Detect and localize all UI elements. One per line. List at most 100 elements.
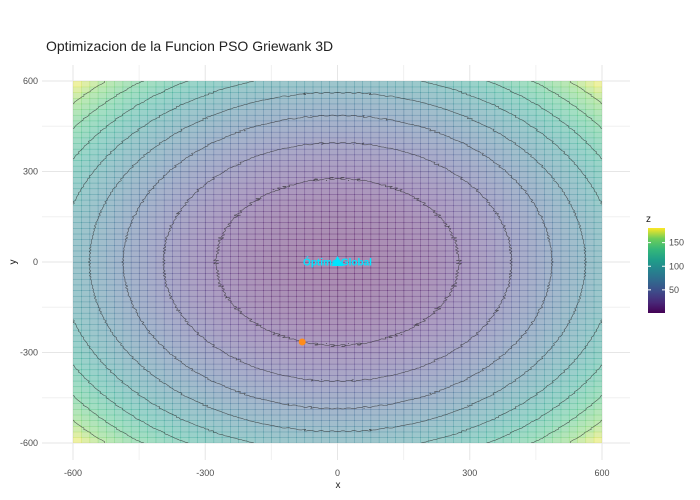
heatmap-cell	[221, 307, 231, 314]
heatmap-cell	[155, 403, 165, 410]
heatmap-cell	[73, 414, 82, 421]
heatmap-cell	[155, 409, 165, 416]
heatmap-cell	[163, 301, 173, 308]
heatmap-cell	[560, 165, 570, 173]
heatmap-cell	[188, 120, 198, 127]
heatmap-cell	[213, 262, 223, 269]
heatmap-cell	[461, 126, 471, 133]
heatmap-cell	[246, 341, 256, 348]
heatmap-cell	[568, 426, 578, 433]
heatmap-cell	[106, 222, 115, 229]
heatmap-cell	[73, 363, 82, 371]
heatmap-cell	[478, 431, 487, 438]
heatmap-cell	[254, 103, 264, 110]
heatmap-cell	[246, 437, 256, 443]
heatmap-cell	[296, 352, 306, 359]
heatmap-cell	[139, 245, 148, 252]
heatmap-cell	[519, 307, 529, 314]
heatmap-cell	[221, 352, 231, 359]
heatmap-cell	[370, 262, 380, 269]
heatmap-cell	[106, 233, 115, 240]
heatmap-cell	[312, 211, 322, 218]
heatmap-cell	[114, 397, 124, 405]
heatmap-cell	[444, 392, 454, 399]
heatmap-cell	[279, 126, 289, 133]
heatmap-cell	[395, 403, 405, 410]
heatmap-cell	[378, 335, 388, 342]
heatmap-cell	[304, 143, 314, 150]
heatmap-cell	[428, 318, 438, 325]
heatmap-cell	[453, 420, 463, 427]
heatmap-cell	[122, 437, 132, 443]
heatmap-cell	[535, 81, 545, 88]
heatmap-cell	[593, 211, 602, 218]
heatmap-cell	[271, 380, 281, 388]
heatmap-cell	[527, 346, 537, 354]
heatmap-cell	[552, 199, 562, 207]
heatmap-cell	[453, 284, 463, 291]
heatmap-cell	[73, 267, 82, 274]
heatmap-cell	[519, 97, 529, 105]
heatmap-cell	[329, 307, 339, 314]
heatmap-cell	[469, 414, 479, 421]
heatmap-cell	[552, 120, 562, 127]
heatmap-cell	[73, 341, 82, 348]
heatmap-cell	[544, 437, 554, 443]
heatmap-cell	[585, 250, 595, 257]
heatmap-cell	[296, 301, 306, 308]
heatmap-cell	[585, 194, 595, 201]
heatmap-cell	[205, 273, 215, 280]
heatmap-cell	[362, 386, 372, 393]
heatmap-cell	[122, 131, 132, 139]
heatmap-cell	[519, 295, 529, 303]
heatmap-cell	[312, 307, 322, 314]
heatmap-cell	[568, 278, 578, 286]
heatmap-cell	[577, 420, 587, 427]
heatmap-cell	[337, 392, 347, 399]
heatmap-cell	[304, 312, 314, 320]
heatmap-cell	[560, 352, 570, 359]
heatmap-cell	[263, 369, 272, 376]
heatmap-cell	[287, 346, 297, 354]
heatmap-cell	[494, 250, 504, 257]
heatmap-cell	[544, 239, 554, 246]
heatmap-cell	[577, 307, 587, 314]
heatmap-cell	[354, 318, 363, 325]
heatmap-cell	[378, 358, 388, 365]
heatmap-cell	[329, 375, 339, 382]
heatmap-cell	[469, 267, 479, 274]
heatmap-cell	[320, 216, 330, 224]
heatmap-cell	[106, 199, 115, 207]
heatmap-cell	[585, 228, 595, 235]
heatmap-cell	[395, 81, 405, 88]
heatmap-cell	[254, 262, 264, 269]
heatmap-cell	[544, 205, 554, 212]
heatmap-cell	[213, 109, 223, 116]
heatmap-cell	[81, 233, 91, 240]
heatmap-cell	[478, 97, 487, 105]
heatmap-cell	[428, 211, 438, 218]
heatmap-cell	[312, 171, 322, 178]
heatmap-cell	[172, 137, 182, 144]
heatmap-cell	[568, 397, 578, 405]
heatmap-cell	[114, 409, 124, 416]
heatmap-cell	[568, 171, 578, 178]
heatmap-cell	[329, 154, 339, 161]
heatmap-cell	[527, 375, 537, 382]
heatmap-cell	[279, 154, 289, 161]
heatmap-cell	[511, 375, 520, 382]
heatmap-cell	[420, 431, 430, 438]
heatmap-cell	[527, 143, 537, 150]
x-axis-ticks: -600 -300 0 300 600	[64, 468, 610, 478]
heatmap-cell	[263, 239, 272, 246]
heatmap-cell	[436, 81, 446, 88]
heatmap-cell	[213, 295, 223, 303]
heatmap-cell	[130, 92, 140, 99]
heatmap-cell	[329, 420, 339, 427]
heatmap-cell	[469, 81, 479, 88]
heatmap-cell	[552, 341, 562, 348]
heatmap-cell	[279, 324, 289, 331]
heatmap-cell	[469, 137, 479, 144]
heatmap-cell	[296, 380, 306, 388]
heatmap-cell	[478, 358, 487, 365]
